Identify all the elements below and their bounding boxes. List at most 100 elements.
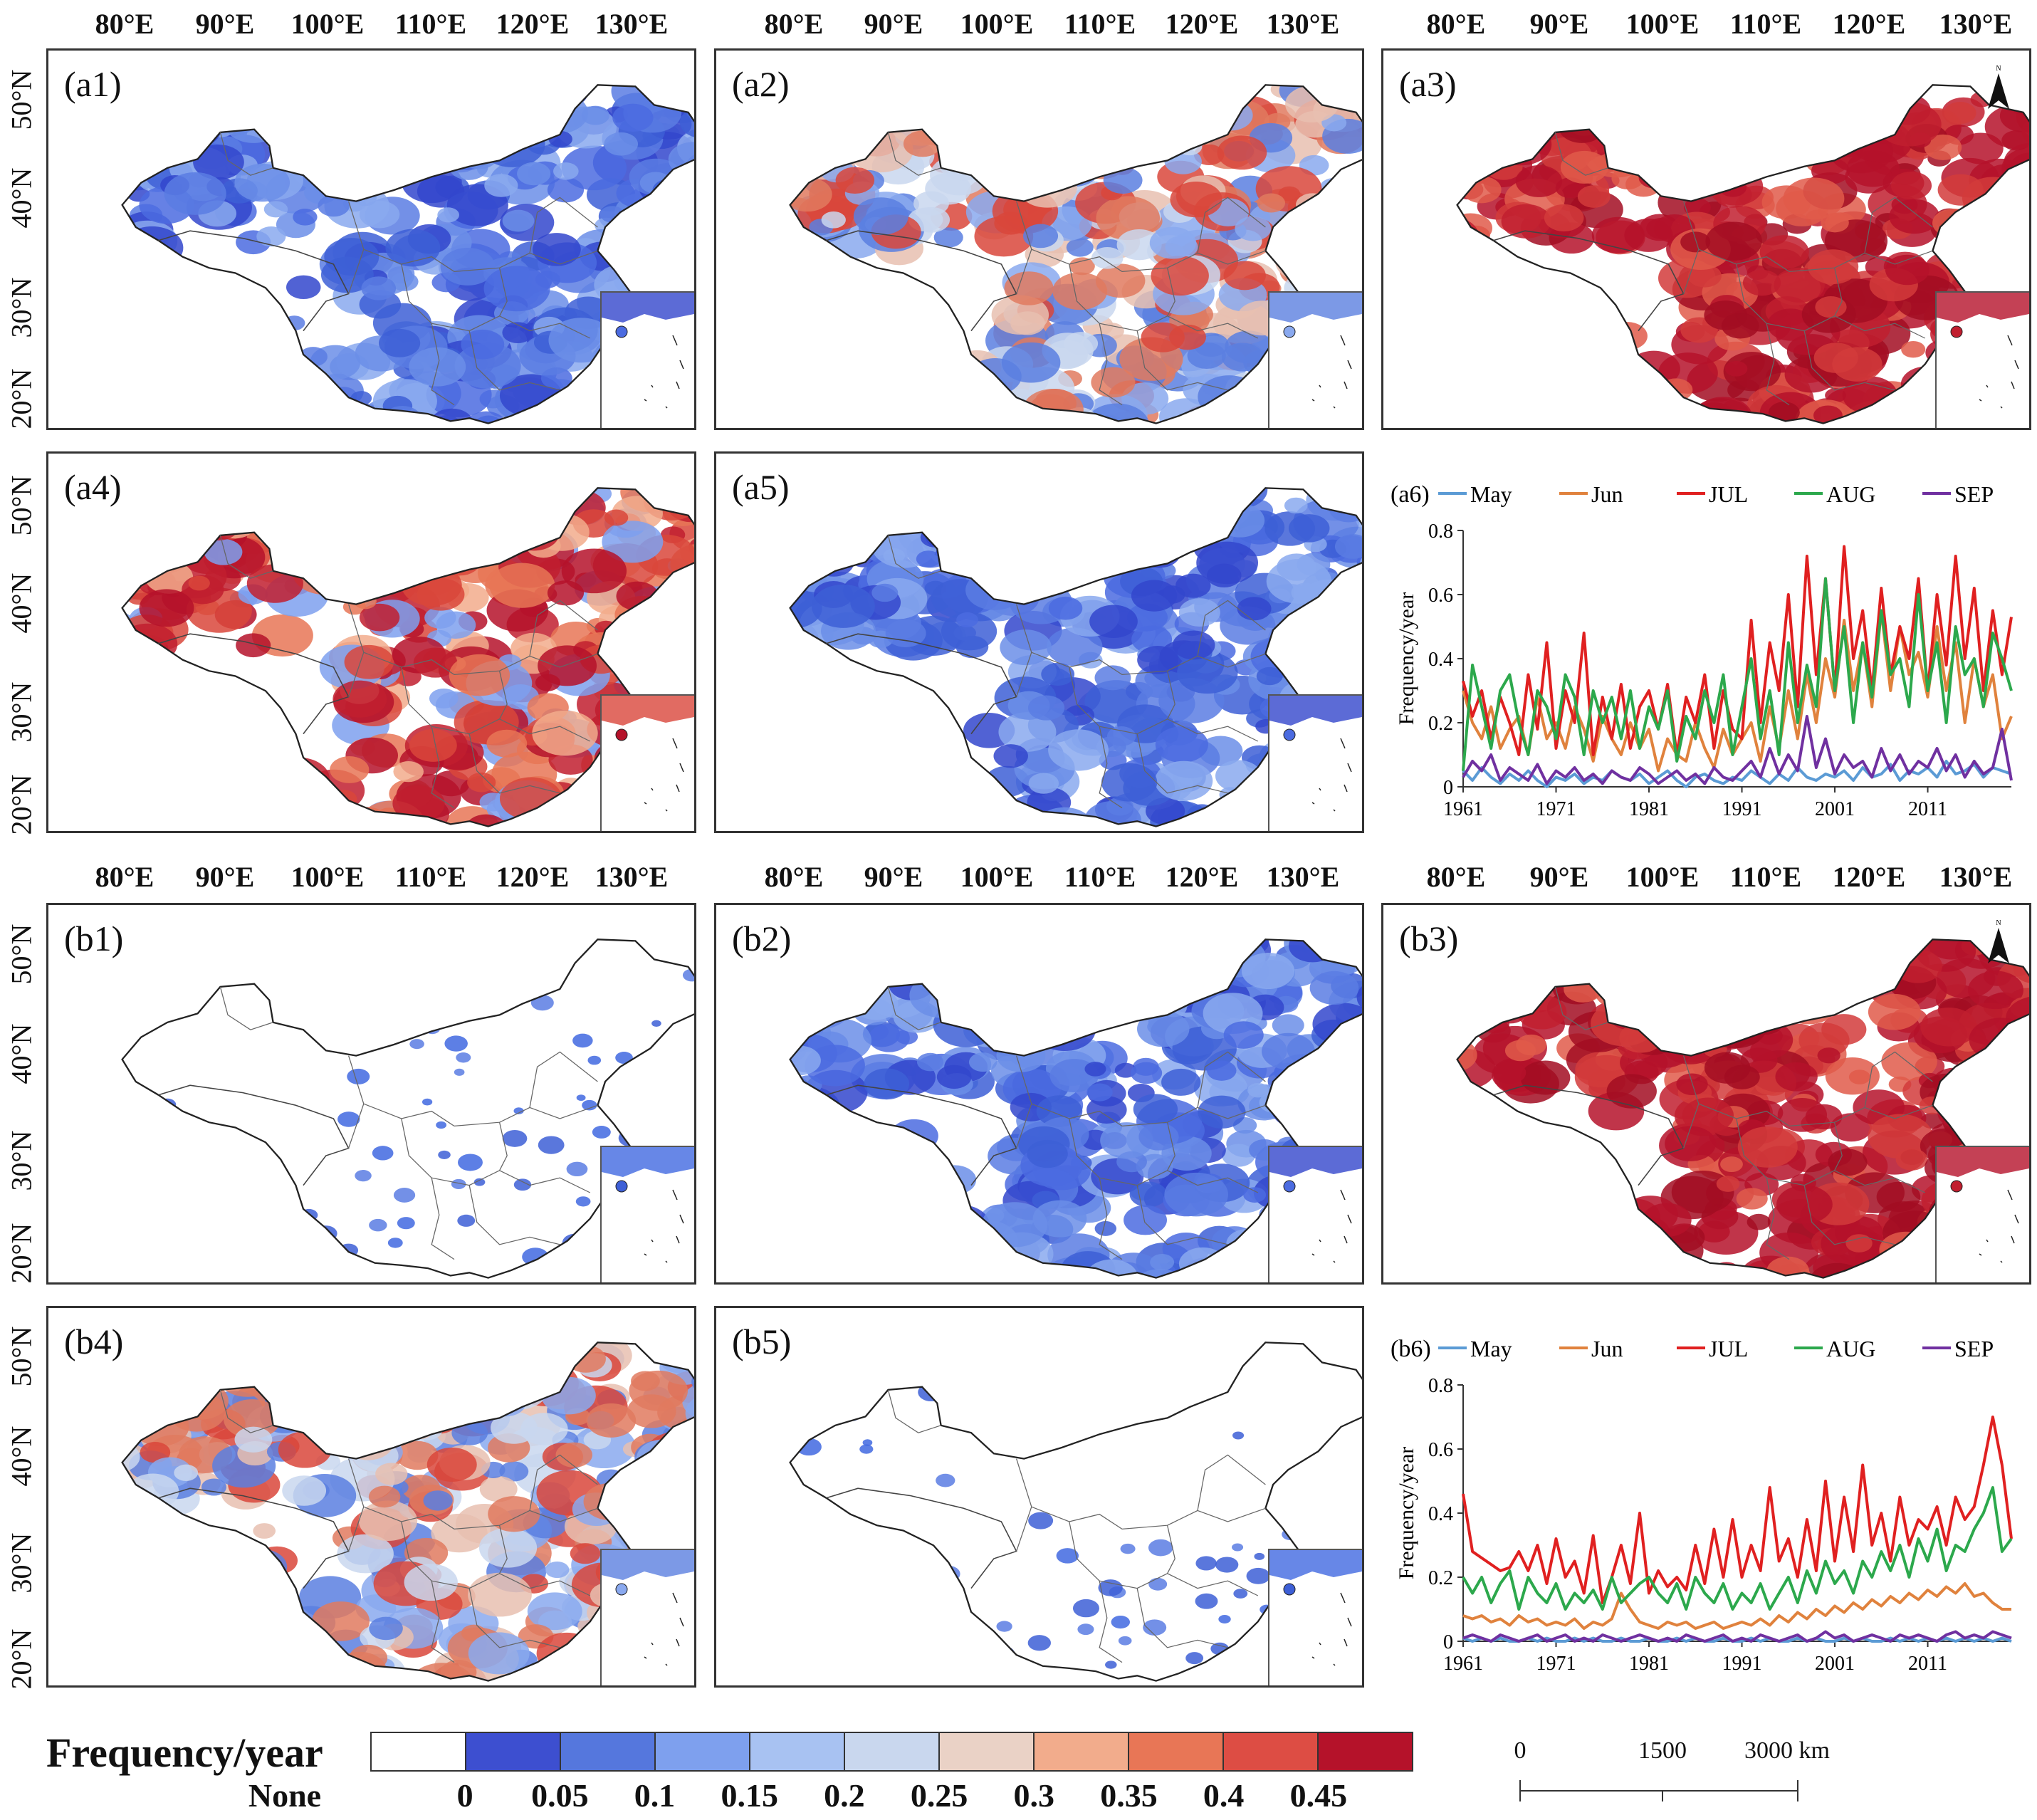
frequency-cell — [956, 525, 1008, 561]
frequency-cell — [524, 512, 555, 533]
frequency-cell — [566, 1161, 588, 1177]
frequency-cell — [183, 767, 213, 788]
frequency-cell — [479, 522, 508, 542]
province-boundary — [431, 1581, 455, 1663]
province-boundary — [529, 600, 598, 657]
frequency-cell — [790, 152, 825, 179]
province-boundary — [1136, 330, 1228, 391]
frequency-cell — [1603, 939, 1649, 968]
panel-label: (a1) — [64, 64, 122, 104]
frequency-cell — [1509, 377, 1567, 417]
frequency-cell — [859, 488, 926, 532]
region-boundary — [826, 633, 1017, 735]
frequency-cell — [361, 276, 397, 300]
legend-entry: Jun — [1591, 1336, 1623, 1361]
frequency-cell — [1095, 965, 1127, 987]
legend-color-7 — [1035, 1733, 1129, 1770]
frequency-cell — [334, 814, 392, 827]
lon-label: 80°E — [764, 861, 824, 893]
frequency-cell — [407, 522, 459, 558]
province-boundary — [887, 132, 941, 176]
frequency-cell — [449, 1393, 481, 1416]
frequency-cell — [1581, 1240, 1611, 1260]
frequency-cell — [1058, 989, 1120, 1032]
frequency-cell — [844, 1652, 858, 1662]
frequency-cell — [1202, 85, 1229, 103]
frequency-cell — [286, 275, 321, 299]
frequency-cell — [801, 939, 866, 974]
frequency-cell — [1508, 363, 1539, 384]
frequency-cell — [838, 380, 863, 397]
frequency-cell — [495, 1366, 538, 1397]
province-boundary — [347, 1104, 365, 1149]
frequency-cell — [122, 793, 185, 827]
frequency-cell — [1993, 1085, 2028, 1109]
frequency-cell — [790, 727, 838, 760]
frequency-cell — [1130, 120, 1185, 157]
frequency-cell — [321, 1670, 346, 1681]
province-boundary — [219, 986, 273, 1030]
frequency-cell — [870, 1230, 902, 1252]
frequency-cell — [1606, 1074, 1657, 1109]
frequency-cell — [303, 493, 330, 512]
frequency-cell — [159, 86, 205, 118]
frequency-cell — [1628, 104, 1692, 149]
frequency-cell — [140, 1374, 185, 1406]
frequency-cell — [155, 1378, 186, 1399]
frequency-cell — [1985, 1090, 2029, 1124]
frequency-cell — [390, 1353, 421, 1374]
frequency-cell — [1480, 377, 1544, 421]
frequency-cell — [1211, 1272, 1234, 1278]
frequency-cell — [1042, 159, 1081, 186]
frequency-cell — [1343, 224, 1362, 242]
frequency-cell — [496, 94, 545, 127]
frequency-cell — [1154, 760, 1213, 801]
province-boundary — [347, 249, 365, 294]
frequency-cell — [244, 98, 271, 116]
frequency-cell — [128, 111, 184, 150]
frequency-cell — [1058, 488, 1117, 516]
frequency-cell — [994, 85, 1045, 120]
frequency-cell — [169, 1649, 202, 1672]
lon-label: 110°E — [394, 8, 467, 40]
frequency-cell — [1091, 367, 1136, 398]
frequency-cell — [1685, 127, 1747, 170]
frequency-cell — [285, 106, 351, 152]
frequency-cell — [790, 795, 819, 827]
frequency-cell — [933, 1656, 955, 1672]
frequency-cell — [1643, 1257, 1672, 1277]
frequency-cell — [379, 1356, 441, 1398]
frequency-cell — [790, 806, 800, 827]
frequency-cell — [1684, 198, 1711, 217]
province-boundary — [401, 1118, 591, 1193]
frequency-cell — [996, 1621, 1012, 1632]
lon-label: 120°E — [496, 861, 570, 893]
frequency-cell — [1247, 1082, 1269, 1098]
province-boundary — [347, 1458, 598, 1530]
frequency-cell — [1551, 1228, 1597, 1260]
frequency-cell — [1084, 403, 1150, 424]
frequency-cell — [371, 1364, 398, 1384]
frequency-cell — [504, 1342, 548, 1366]
frequency-cell — [1292, 621, 1335, 650]
frequency-cell — [132, 1130, 145, 1139]
frequency-cell — [835, 167, 875, 194]
frequency-cell — [1536, 939, 1583, 967]
frequency-cell — [1700, 145, 1761, 187]
frequency-cell — [397, 1217, 415, 1230]
frequency-cell — [1067, 429, 1094, 430]
frequency-cell — [1160, 1353, 1175, 1364]
province-boundary — [347, 201, 598, 273]
frequency-cell — [1687, 264, 1722, 288]
frequency-cell — [217, 1356, 278, 1397]
frequency-cell — [527, 810, 550, 827]
frequency-cell — [180, 811, 203, 827]
frequency-cell — [651, 602, 694, 645]
lat-label: 20°N — [5, 1223, 38, 1284]
frequency-cell — [204, 538, 243, 565]
frequency-cell — [1650, 384, 1680, 404]
frequency-cell — [122, 365, 146, 400]
frequency-cell — [537, 1656, 584, 1681]
frequency-cell — [1010, 311, 1045, 335]
frequency-cell — [122, 1391, 163, 1431]
